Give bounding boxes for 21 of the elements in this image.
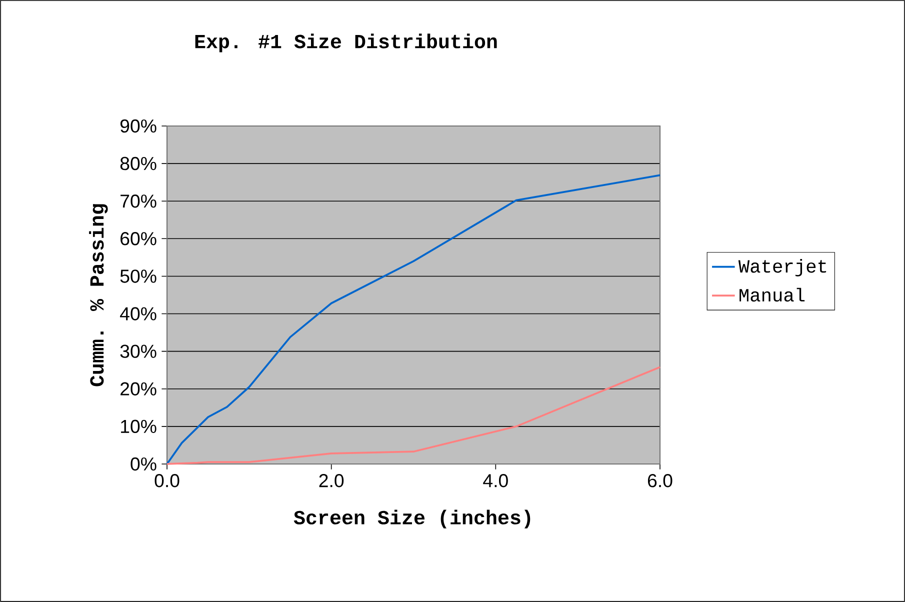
legend-label: Waterjet <box>738 258 826 276</box>
y-tick-label: 30% <box>120 344 156 358</box>
chart-title: Exp. #1 Size Distribution <box>195 34 497 52</box>
y-tick-label: 80% <box>120 156 156 170</box>
x-tick-label: 6.0 <box>648 474 672 488</box>
line-series <box>166 366 661 465</box>
legend-label: Manual <box>740 288 805 302</box>
x-axis-title: Screen Size (inches) <box>294 510 530 528</box>
x-tick-label: 2.0 <box>319 474 344 488</box>
x-tick-label: 4.0 <box>483 474 508 488</box>
line-series <box>166 174 661 465</box>
y-tick-label: 10% <box>121 420 156 434</box>
x-tick-label: 0.0 <box>154 474 180 488</box>
y-tick-label: 20% <box>120 382 156 396</box>
y-axis-title: Cumm. % Passing <box>89 204 108 386</box>
y-tick-label: 50% <box>120 270 156 283</box>
y-tick-label: 0% <box>130 457 156 471</box>
y-tick-label: 70% <box>120 194 156 208</box>
y-tick-label: 60% <box>120 232 156 246</box>
y-tick-label: 90% <box>120 119 156 133</box>
y-tick-label: 40% <box>120 307 156 320</box>
